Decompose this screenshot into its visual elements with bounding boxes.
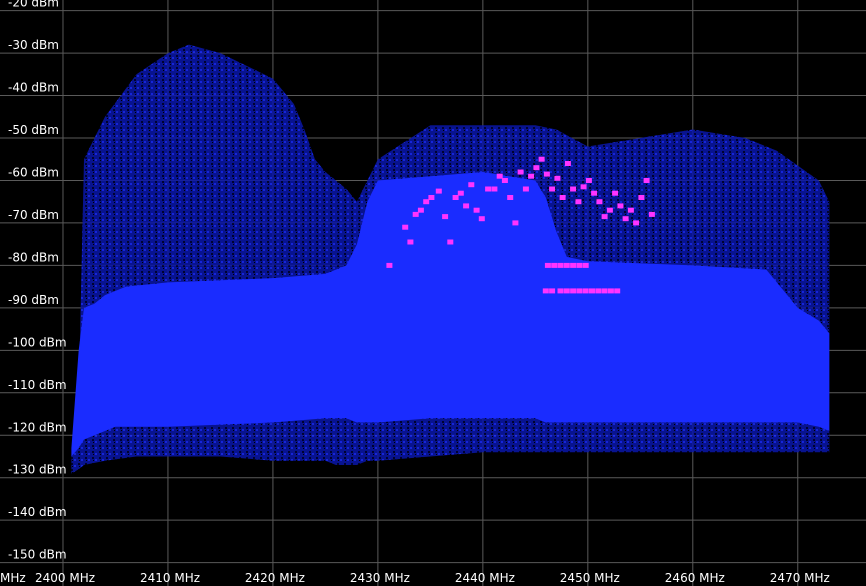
- y-tick-label: -20 dBm: [8, 0, 59, 10]
- peak-point-23: [522, 186, 529, 192]
- y-tick-label: -70 dBm: [8, 208, 59, 222]
- peak-point-52: [570, 262, 577, 268]
- peak-point-27: [543, 171, 550, 177]
- y-tick-label: -90 dBm: [8, 293, 59, 307]
- y-tick-label: -40 dBm: [8, 81, 59, 95]
- peak-point-61: [582, 288, 589, 294]
- y-tick-label: -110 dBm: [8, 378, 67, 392]
- peak-markers: [386, 156, 655, 294]
- peak-point-51: [563, 262, 570, 268]
- peak-point-3: [412, 211, 419, 217]
- y-tick-label: -150 dBm: [8, 548, 67, 562]
- peak-point-21: [512, 220, 519, 226]
- x-tick-label: 2440 MHz: [455, 571, 515, 585]
- peak-point-2: [407, 239, 414, 245]
- peak-point-66: [614, 288, 621, 294]
- peak-point-6: [428, 195, 435, 200]
- peak-point-9: [447, 239, 454, 245]
- peak-point-59: [570, 288, 577, 294]
- peak-point-50: [557, 262, 564, 268]
- y-tick-label: -120 dBm: [8, 420, 67, 434]
- peak-point-4: [417, 207, 424, 213]
- peak-point-33: [575, 199, 582, 205]
- x-tick-label: 2470 MHz: [770, 571, 830, 585]
- peak-point-32: [570, 186, 577, 192]
- peak-point-28: [549, 186, 556, 192]
- peak-point-36: [591, 190, 598, 196]
- peak-point-15: [478, 216, 485, 222]
- peak-point-47: [648, 211, 655, 217]
- axis-labels: -20 dBm -30 dBm -40 dBm -50 dBm -60 dBm -70 d…: [0, 0, 830, 585]
- peak-point-13: [468, 182, 475, 188]
- peak-point-63: [595, 288, 602, 294]
- peak-point-65: [607, 288, 614, 294]
- y-tick-label: -60 dBm: [8, 166, 59, 180]
- peak-point-5: [423, 199, 430, 205]
- y-tick-label: -100 dBm: [8, 335, 67, 349]
- x-tick-label: 2420 MHz: [245, 571, 305, 585]
- peak-point-31: [564, 161, 571, 166]
- peak-point-16: [485, 186, 492, 192]
- peak-point-57: [557, 288, 564, 294]
- y-tick-label: -140 dBm: [8, 505, 67, 519]
- peak-point-37: [596, 199, 603, 205]
- peak-point-24: [528, 173, 535, 179]
- peak-point-29: [554, 175, 561, 181]
- peak-point-46: [643, 178, 650, 183]
- x-tick-label: 2450 MHz: [560, 571, 620, 585]
- peak-point-8: [442, 214, 449, 220]
- peak-point-48: [544, 262, 551, 268]
- x-tick-label: 2460 MHz: [665, 571, 725, 585]
- peak-point-41: [617, 203, 624, 209]
- peak-point-0: [386, 262, 393, 268]
- peak-point-44: [633, 220, 640, 226]
- peak-point-10: [452, 195, 459, 200]
- y-tick-label: -30 dBm: [8, 38, 59, 52]
- peak-point-34: [580, 184, 587, 190]
- peak-point-14: [473, 207, 480, 213]
- peak-point-40: [612, 190, 619, 196]
- peak-point-12: [463, 203, 470, 209]
- peak-point-7: [435, 188, 442, 194]
- peak-point-19: [501, 178, 508, 183]
- peak-point-55: [542, 288, 549, 294]
- peak-point-11: [457, 190, 464, 196]
- peak-point-1: [402, 224, 409, 230]
- peak-point-53: [576, 262, 583, 268]
- peak-point-17: [491, 186, 498, 192]
- dense-density-band: [71, 172, 830, 457]
- peak-point-58: [563, 288, 570, 294]
- peak-point-35: [585, 178, 592, 183]
- peak-point-38: [601, 214, 608, 220]
- peak-point-22: [517, 169, 524, 175]
- peak-point-49: [551, 262, 558, 268]
- x-tick-label: 2430 MHz: [350, 571, 410, 585]
- peak-point-56: [549, 288, 556, 294]
- peak-point-54: [582, 262, 589, 268]
- peak-point-64: [601, 288, 608, 294]
- peak-point-62: [589, 288, 595, 294]
- y-tick-label: -130 dBm: [8, 463, 67, 477]
- peak-point-18: [496, 173, 503, 179]
- peak-point-45: [638, 195, 645, 200]
- peak-point-42: [622, 216, 629, 222]
- peak-point-20: [507, 195, 514, 200]
- x-tick-label: 2410 MHz: [140, 571, 200, 585]
- peak-point-26: [538, 156, 545, 162]
- peak-point-43: [627, 207, 634, 213]
- y-tick-label: -80 dBm: [8, 250, 59, 264]
- peak-point-39: [606, 207, 613, 213]
- density-layer: [71, 44, 830, 474]
- x-edge-tick-label: MHz: [0, 571, 26, 585]
- peak-point-25: [533, 165, 540, 171]
- x-tick-label: 2400 MHz: [35, 571, 95, 585]
- peak-point-30: [559, 195, 566, 200]
- peak-point-60: [576, 288, 583, 294]
- y-tick-label: -50 dBm: [8, 123, 59, 137]
